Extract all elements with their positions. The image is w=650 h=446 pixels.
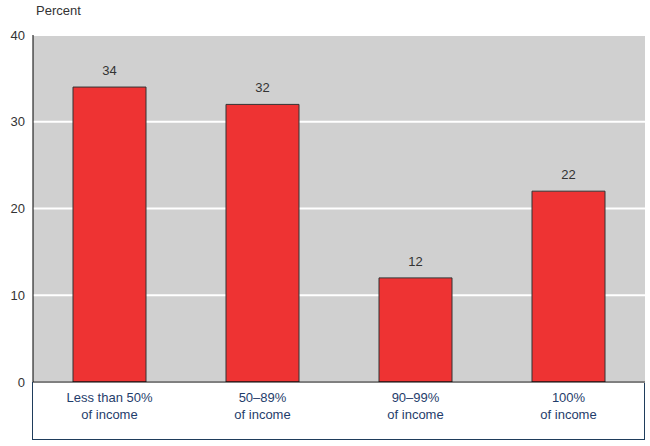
svg-text:90–99%of income: 90–99%of income — [387, 390, 443, 421]
html-text:Percent: Percent — [36, 3, 81, 18]
svg-text:32: 32 — [255, 80, 269, 95]
svg-text:12: 12 — [408, 254, 422, 269]
svg-text:10: 10 — [11, 288, 25, 303]
svg-text:20: 20 — [11, 201, 25, 216]
svg-text:50–89%of income: 50–89%of income — [234, 390, 290, 421]
svg-text:100%of income: 100%of income — [540, 390, 596, 421]
svg-text:34: 34 — [102, 63, 116, 78]
svg-text:Less than 50%of income: Less than 50%of income — [66, 390, 152, 421]
svg-text:30: 30 — [11, 114, 25, 129]
svg-text:40: 40 — [11, 28, 25, 43]
svg-text:0: 0 — [18, 375, 25, 390]
svg-text:22: 22 — [561, 167, 575, 182]
